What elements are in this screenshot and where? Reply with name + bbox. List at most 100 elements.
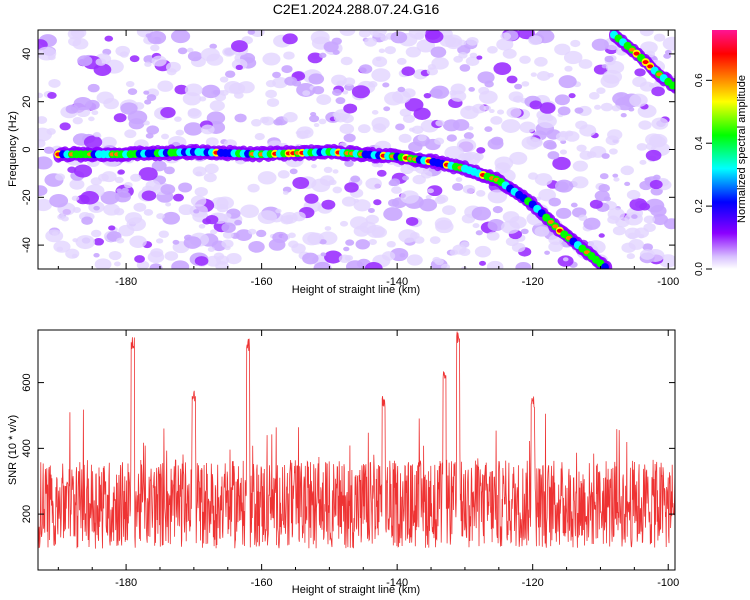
heatmap-noise-cell: [372, 56, 388, 68]
heatmap-noise-cell: [59, 122, 71, 131]
heatmap-noise-cell: [116, 237, 125, 244]
heatmap-noise-cell: [311, 164, 317, 169]
heatmap-noise-cell: [631, 214, 638, 219]
heatmap-noise-cell: [316, 94, 332, 105]
heatmap-noise-cell: [339, 30, 356, 37]
heatmap-noise-cell: [397, 86, 406, 93]
heatmap-noise-cell: [425, 195, 432, 200]
heatmap-noise-cell: [506, 107, 522, 118]
heatmap-noise-cell: [434, 137, 445, 145]
heatmap-noise-cell: [97, 173, 109, 182]
heatmap-noise-cell: [143, 208, 154, 216]
heatmap-noise-cell: [129, 55, 140, 63]
heatmap-noise-cell: [552, 156, 571, 171]
heatmap-noise-cell: [539, 102, 556, 114]
heatmap-noise-cell: [81, 216, 93, 225]
heatmap-noise-cell: [231, 40, 248, 53]
heatmap-noise-cell: [339, 220, 349, 227]
heatmap-noise-cell: [536, 71, 551, 81]
heatmap-noise-cell: [596, 87, 606, 95]
heatmap-noise-cell: [71, 195, 80, 201]
heatmap-noise-cell: [493, 62, 512, 75]
heatmap-noise-cell: [83, 135, 103, 149]
heatmap-noise-cell: [164, 251, 179, 261]
heatmap-noise-cell: [289, 168, 298, 175]
heatmap-noise-cell: [200, 47, 220, 62]
heatmap-noise-cell: [417, 134, 427, 142]
heatmap-ridge-peak: [547, 219, 554, 224]
heatmap-ridge-peak: [633, 51, 640, 56]
heatmap-ridge-peak: [583, 250, 590, 255]
heatmap-noise-cell: [612, 226, 626, 236]
heatmap-noise-cell: [72, 116, 83, 125]
heatmap-noise-cell: [386, 240, 396, 248]
heatmap-noise-cell: [221, 239, 234, 249]
heatmap-noise-cell: [548, 197, 561, 207]
heatmap-noise-cell: [53, 240, 71, 253]
heatmap-y-tick-label: 0: [21, 146, 33, 152]
heatmap-noise-cell: [388, 180, 397, 187]
heatmap-noise-cell: [416, 39, 436, 53]
heatmap-noise-cell: [147, 30, 167, 45]
heatmap-noise-cell: [459, 64, 471, 72]
heatmap-noise-cell: [282, 33, 298, 45]
heatmap-noise-cell: [200, 124, 215, 135]
heatmap-noise-cell: [343, 246, 350, 252]
heatmap-noise-cell: [38, 46, 57, 61]
heatmap-noise-cell: [224, 70, 236, 78]
heatmap-noise-cell: [292, 211, 306, 222]
heatmap-noise-cell: [634, 68, 646, 77]
snr-y-axis-label: SNR (10 * v/v): [7, 415, 19, 485]
heatmap-noise-cell: [620, 165, 634, 176]
heatmap-noise-cell: [613, 177, 620, 182]
heatmap-noise-cell: [349, 216, 369, 230]
heatmap-noise-cell: [103, 98, 119, 110]
heatmap-noise-cell: [235, 229, 253, 241]
heatmap-noise-cell: [579, 124, 597, 137]
heatmap-noise-cell: [649, 179, 663, 190]
colorbar: [712, 30, 737, 269]
heatmap-noise-cell: [434, 196, 446, 205]
heatmap-noise-cell: [639, 81, 655, 92]
heatmap-noise-cell: [91, 110, 99, 116]
heatmap-noise-cell: [125, 80, 135, 88]
heatmap-ridge-core: [600, 263, 609, 269]
colorbar-tick-label: 0.4: [694, 136, 705, 150]
heatmap-noise-cell: [380, 35, 389, 42]
heatmap-noise-cell: [130, 173, 142, 182]
heatmap-noise-cell: [650, 205, 667, 217]
heatmap-ridge-peak: [656, 72, 663, 77]
heatmap-noise-cell: [639, 30, 654, 37]
heatmap-noise-cell: [319, 52, 327, 58]
heatmap-noise-cell: [530, 72, 537, 77]
heatmap-noise-cell: [186, 47, 194, 53]
heatmap-noise-cell: [372, 31, 379, 36]
heatmap-noise-cell: [519, 55, 531, 64]
heatmap-noise-cell: [629, 198, 648, 211]
heatmap-noise-cell: [72, 206, 81, 213]
heatmap-noise-cell: [320, 252, 327, 257]
heatmap-noise-cell: [430, 85, 450, 99]
heatmap-noise-cell: [272, 231, 289, 244]
heatmap-noise-cell: [338, 254, 351, 264]
heatmap-noise-cell: [205, 215, 219, 225]
heatmap-noise-cell: [620, 113, 627, 118]
heatmap-noise-cell: [113, 207, 125, 216]
heatmap-noise-cell: [127, 88, 138, 95]
heatmap-noise-cell: [310, 30, 330, 45]
heatmap-noise-cell: [554, 43, 571, 56]
heatmap-noise-cell: [514, 83, 523, 90]
heatmap-noise-cell: [324, 226, 332, 231]
heatmap-y-tick-label: -20: [21, 189, 33, 205]
heatmap-noise-cell: [177, 47, 188, 55]
heatmap-noise-cell: [205, 137, 219, 147]
heatmap-noise-cell: [490, 136, 504, 146]
heatmap-noise-cell: [198, 223, 206, 229]
heatmap-noise-cell: [93, 205, 100, 211]
snr-frame: [37, 329, 676, 571]
heatmap-noise-cell: [419, 198, 438, 212]
heatmap-noise-cell: [331, 37, 342, 45]
heatmap-noise-cell: [511, 242, 526, 253]
heatmap-noise-cell: [382, 82, 390, 88]
